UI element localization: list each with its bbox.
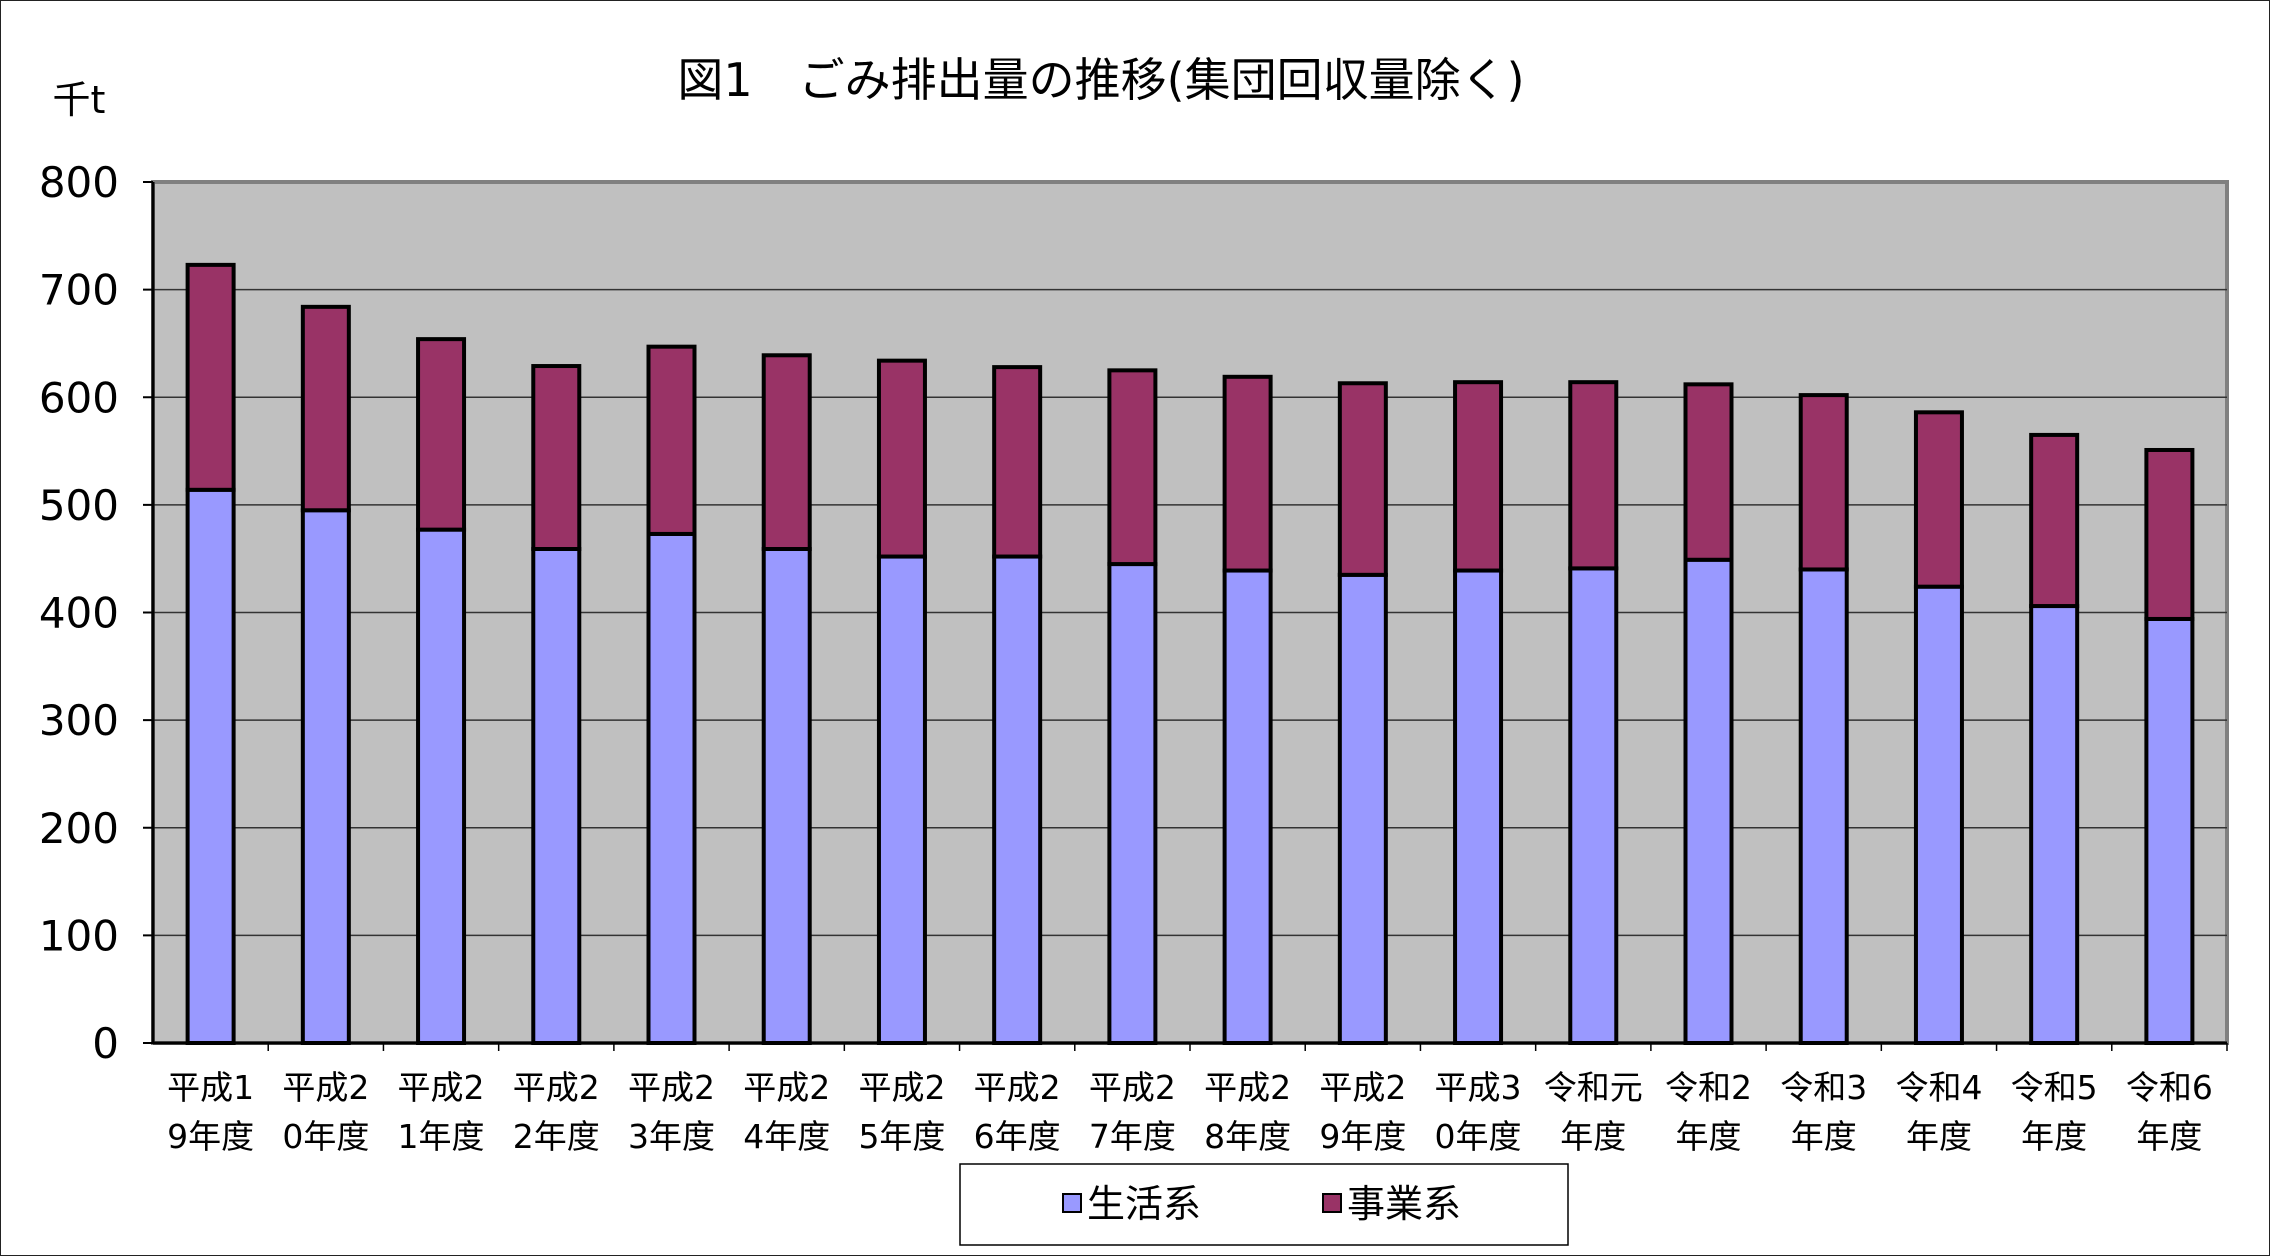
legend-box xyxy=(959,1163,1569,1246)
bar-segment-business xyxy=(1453,380,1504,573)
y-tick-label: 0 xyxy=(92,1019,119,1068)
bar-segment-business xyxy=(1222,374,1273,573)
x-tick-label: 年度 xyxy=(2136,1117,2202,1156)
legend: 生活系 事業系 xyxy=(959,1163,1569,1246)
x-tick-label: 年度 xyxy=(1676,1117,1742,1156)
y-tick-label: 400 xyxy=(39,589,119,638)
x-tick-label: 0年度 xyxy=(1435,1117,1522,1156)
x-axis-ticks: 平成19年度平成20年度平成21年度平成22年度平成23年度平成24年度平成25… xyxy=(167,1043,2228,1156)
bar-segment-business xyxy=(1568,380,1619,571)
x-tick-label: 6年度 xyxy=(974,1117,1061,1156)
x-tick-label: 令和5 xyxy=(2011,1068,2098,1107)
bar-segment-business xyxy=(1107,368,1158,567)
bar-segment-household xyxy=(1683,557,1734,1045)
x-tick-label: 8年度 xyxy=(1204,1117,1291,1156)
x-tick-label: 令和6 xyxy=(2126,1068,2213,1107)
bar-segment-business xyxy=(416,337,467,532)
x-tick-label: 年度 xyxy=(1560,1117,1626,1156)
x-tick-label: 0年度 xyxy=(282,1117,369,1156)
bar-segment-business xyxy=(876,358,927,559)
bar-segment-household xyxy=(2029,604,2080,1045)
x-tick-label: 平成2 xyxy=(858,1068,945,1107)
bar-segment-business xyxy=(185,262,236,492)
x-tick-label: 平成2 xyxy=(743,1068,830,1107)
bar-segment-business xyxy=(1683,382,1734,562)
x-tick-label: 平成1 xyxy=(167,1068,254,1107)
x-tick-label: 令和3 xyxy=(1780,1068,1867,1107)
gridlines xyxy=(153,288,2227,937)
bar-segment-business xyxy=(1337,381,1388,577)
bar-segment-household xyxy=(1107,562,1158,1045)
bar-segment-household xyxy=(531,547,582,1045)
bar-segment-business xyxy=(992,365,1043,559)
bar-segment-household xyxy=(2144,616,2195,1046)
y-tick-label: 600 xyxy=(39,373,119,422)
bar-segment-household xyxy=(876,554,927,1045)
x-tick-label: 平成2 xyxy=(282,1068,369,1107)
bar-segment-household xyxy=(1222,568,1273,1045)
bar-segment-business xyxy=(646,344,697,536)
x-tick-label: 3年度 xyxy=(628,1117,715,1156)
y-tick-label: 300 xyxy=(39,696,119,745)
bar-segment-business xyxy=(531,364,582,552)
x-tick-label: 年度 xyxy=(1906,1117,1972,1156)
x-tick-label: 9年度 xyxy=(1319,1117,1406,1156)
y-tick-label: 800 xyxy=(39,158,119,207)
x-tick-label: 令和2 xyxy=(1665,1068,1752,1107)
x-tick-label: 平成2 xyxy=(513,1068,600,1107)
bar-segment-household xyxy=(185,487,236,1045)
x-tick-label: 年度 xyxy=(2021,1117,2087,1156)
bar-segment-household xyxy=(1568,566,1619,1046)
legend-swatch xyxy=(1322,1193,1342,1213)
x-tick-label: 平成2 xyxy=(1204,1068,1291,1107)
bar-segment-household xyxy=(646,531,697,1046)
x-tick-label: 1年度 xyxy=(398,1117,485,1156)
chart-title: 図1 ごみ排出量の推移(集団回収量除く) xyxy=(677,53,1524,107)
y-tick-label: 700 xyxy=(39,266,119,315)
bar-segment-business xyxy=(1798,393,1849,572)
x-tick-label: 9年度 xyxy=(167,1117,254,1156)
x-tick-label: 平成2 xyxy=(1089,1068,1176,1107)
x-tick-label: 平成2 xyxy=(1319,1068,1406,1107)
bar-segment-household xyxy=(1337,572,1388,1045)
legend-label: 事業系 xyxy=(1347,1182,1461,1226)
bar-segment-business xyxy=(2029,432,2080,609)
bar-segment-business xyxy=(1913,410,1964,589)
bar-segment-business xyxy=(300,304,351,513)
x-tick-label: 令和4 xyxy=(1895,1068,1982,1107)
bar-segment-business xyxy=(2144,447,2195,621)
bar-segment-household xyxy=(300,508,351,1046)
x-tick-label: 年度 xyxy=(1791,1117,1857,1156)
y-tick-label: 100 xyxy=(39,911,119,960)
bar-segment-household xyxy=(1453,568,1504,1045)
bar-segment-household xyxy=(992,554,1043,1045)
y-axis-ticks: 0 100 200 300 400 500 600 700 800 xyxy=(39,158,153,1068)
bar-segment-household xyxy=(761,547,812,1045)
y-axis-unit-label: 千t xyxy=(53,78,106,122)
x-tick-label: 平成2 xyxy=(398,1068,485,1107)
x-tick-label: 5年度 xyxy=(858,1117,945,1156)
y-tick-label: 500 xyxy=(39,481,119,530)
x-tick-label: 7年度 xyxy=(1089,1117,1176,1156)
legend-swatch xyxy=(1062,1193,1082,1213)
bar-segment-household xyxy=(1798,567,1849,1045)
bar-segment-household xyxy=(1913,584,1964,1045)
y-tick-label: 200 xyxy=(39,804,119,853)
bar-segment-business xyxy=(761,353,812,552)
bar-segment-household xyxy=(416,527,467,1045)
x-tick-label: 平成3 xyxy=(1435,1068,1522,1107)
bars xyxy=(185,262,2195,1046)
x-tick-label: 2年度 xyxy=(513,1117,600,1156)
x-tick-label: 令和元 xyxy=(1544,1068,1643,1107)
x-tick-label: 平成2 xyxy=(628,1068,715,1107)
legend-label: 生活系 xyxy=(1087,1182,1201,1226)
x-tick-label: 平成2 xyxy=(974,1068,1061,1107)
x-tick-label: 4年度 xyxy=(743,1117,830,1156)
